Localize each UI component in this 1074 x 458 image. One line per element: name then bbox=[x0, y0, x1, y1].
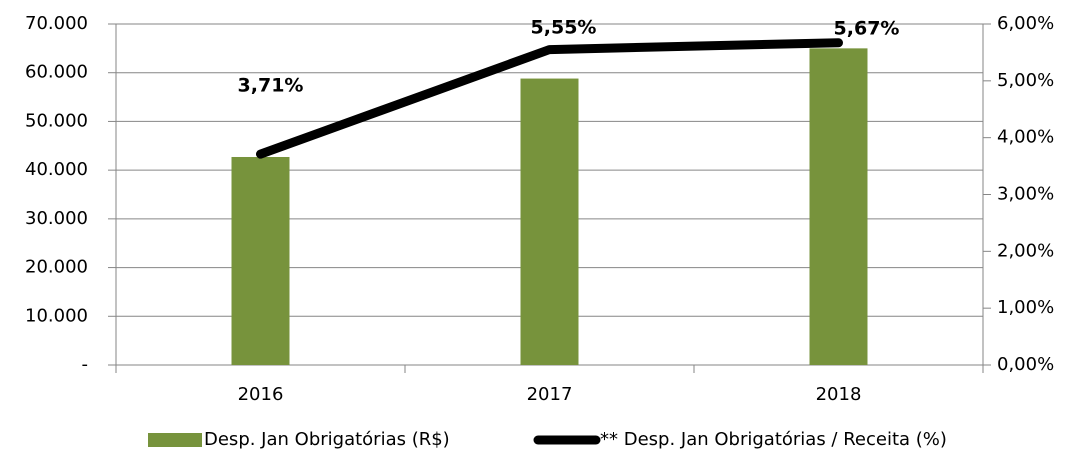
y-tick-label: 40.000 bbox=[25, 159, 88, 180]
y-tick-label: 70.000 bbox=[25, 13, 88, 34]
y2-tick-label: 5,00% bbox=[997, 70, 1054, 91]
line bbox=[256, 38, 843, 159]
y-tick-label: 20.000 bbox=[25, 257, 88, 278]
y2-tick-label: 2,00% bbox=[997, 240, 1054, 261]
data-label: 5,67% bbox=[834, 17, 900, 39]
legend-swatch bbox=[148, 433, 202, 447]
legend-label: ** Desp. Jan Obrigatórias / Receita (%) bbox=[600, 429, 947, 450]
legend-label: Desp. Jan Obrigatórias (R$) bbox=[204, 429, 450, 450]
y-tick-label: 10.000 bbox=[25, 305, 88, 326]
bar bbox=[809, 48, 868, 365]
y-tick-label: 60.000 bbox=[25, 62, 88, 83]
y-tick-label: - bbox=[82, 354, 89, 375]
x-tick-label: 2018 bbox=[816, 384, 862, 405]
y-tick-label: 50.000 bbox=[25, 110, 88, 131]
y2-tick-label: 4,00% bbox=[997, 127, 1054, 148]
y2-tick-label: 3,00% bbox=[997, 184, 1054, 205]
y-tick-label: 30.000 bbox=[25, 208, 88, 229]
y2-tick-label: 1,00% bbox=[997, 297, 1054, 318]
bar bbox=[520, 78, 579, 365]
y2-tick-label: 0,00% bbox=[997, 354, 1054, 375]
bar bbox=[231, 156, 290, 365]
x-tick-label: 2017 bbox=[527, 384, 573, 405]
x-tick-label: 2016 bbox=[238, 384, 284, 405]
data-label: 5,55% bbox=[531, 17, 597, 39]
data-label: 3,71% bbox=[238, 75, 304, 97]
y2-tick-label: 6,00% bbox=[997, 13, 1054, 34]
